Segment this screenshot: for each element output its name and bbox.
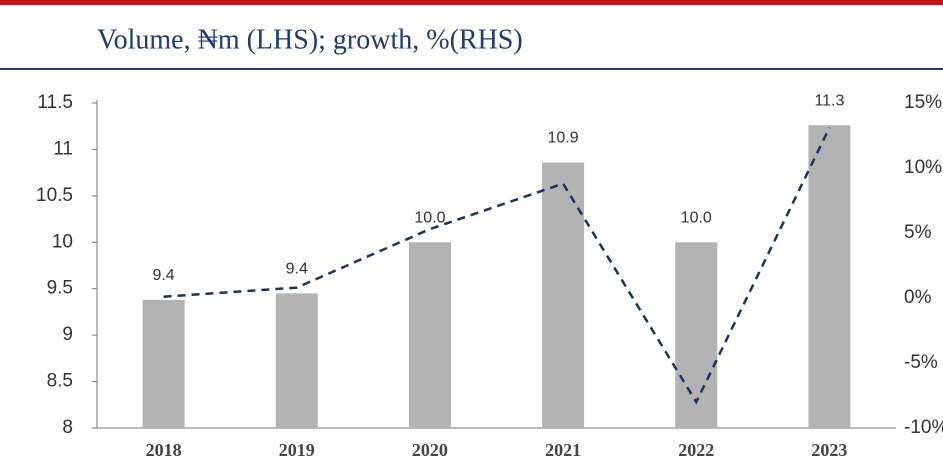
- bar: [675, 242, 718, 428]
- bar: [275, 293, 318, 428]
- x-tick-label: 2022: [678, 440, 714, 460]
- y-tick-label: 8.5: [47, 371, 73, 392]
- y2-tick-label: 0%: [904, 287, 932, 308]
- y-tick-label: 11.5: [37, 92, 73, 113]
- y-tick-label: 11: [53, 138, 73, 159]
- bar: [408, 242, 451, 428]
- value-label: 9.4: [152, 267, 174, 284]
- chart-title: Volume, ₦m (LHS); growth, %(RHS): [97, 24, 523, 55]
- x-tick-label: 2020: [412, 440, 448, 460]
- y2-tick-label: 10%: [904, 157, 942, 178]
- x-tick-label: 2021: [545, 440, 581, 460]
- y-tick-label: 9: [62, 324, 73, 345]
- y-tick-label: 10.5: [36, 185, 73, 206]
- bar: [142, 299, 185, 428]
- growth-line: [163, 127, 831, 405]
- y2-tick-label: 5%: [904, 222, 932, 243]
- x-tick-label: 2018: [146, 440, 182, 460]
- value-label: 11.3: [814, 93, 844, 110]
- y2-tick-label: -10%: [904, 417, 943, 438]
- value-label: 10.0: [681, 210, 712, 227]
- bar: [542, 162, 585, 428]
- value-label: 9.4: [286, 261, 308, 278]
- y-tick-label: 9.5: [47, 278, 73, 299]
- y-tick-label: 10: [52, 231, 73, 252]
- y2-tick-label: 15%: [904, 92, 942, 113]
- x-tick-label: 2023: [811, 440, 847, 460]
- top-rule: [0, 0, 943, 5]
- y2-tick-label: -5%: [904, 352, 938, 373]
- y-tick-label: 8: [62, 417, 73, 438]
- value-label: 10.0: [414, 210, 445, 227]
- value-label: 10.9: [548, 130, 579, 147]
- bar: [808, 125, 851, 429]
- title-rule: [0, 68, 943, 70]
- x-tick-label: 2019: [279, 440, 315, 460]
